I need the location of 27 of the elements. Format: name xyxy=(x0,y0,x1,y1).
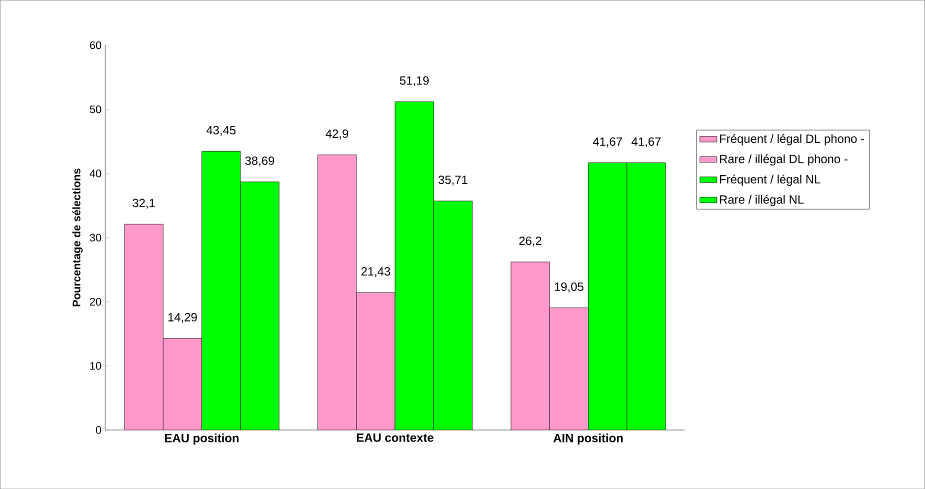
data-label: 19,05 xyxy=(554,282,584,292)
data-label: 14,29 xyxy=(168,312,197,323)
legend-label: Rare / illégal NL xyxy=(720,194,804,206)
data-label: 32,1 xyxy=(132,198,155,209)
y-tick-label: 0 xyxy=(96,426,102,434)
y-tick-label: 60 xyxy=(90,41,102,49)
legend-label: Fréquent / légal DL phono - xyxy=(720,134,864,146)
data-label: 26,2 xyxy=(519,236,542,246)
y-tick-label: 10 xyxy=(90,362,102,370)
data-label: 41,67 xyxy=(632,137,661,148)
data-label: 35,71 xyxy=(438,176,468,186)
y-tick-label: 50 xyxy=(90,105,102,114)
x-tick-label: AIN position xyxy=(553,433,623,445)
y-tick-label: 40 xyxy=(90,170,102,178)
y-tick-label: 30 xyxy=(90,234,102,242)
y-tick-label: 20 xyxy=(90,298,102,306)
y-axis-title: Pourcentage de sélections xyxy=(72,168,83,306)
data-label: 43,45 xyxy=(206,126,236,136)
legend-label: Rare / illégal DL phono - xyxy=(720,154,848,166)
data-label: 38,69 xyxy=(245,156,274,166)
data-label: 41,67 xyxy=(592,137,622,148)
x-tick-label: EAU contexte xyxy=(356,433,434,442)
x-tick-label: EAU position xyxy=(165,433,239,445)
data-label: 51,19 xyxy=(400,76,429,86)
legend-label: Fréquent / légal NL xyxy=(720,174,820,186)
data-label: 21,43 xyxy=(361,267,390,277)
data-label: 42,9 xyxy=(326,129,348,140)
